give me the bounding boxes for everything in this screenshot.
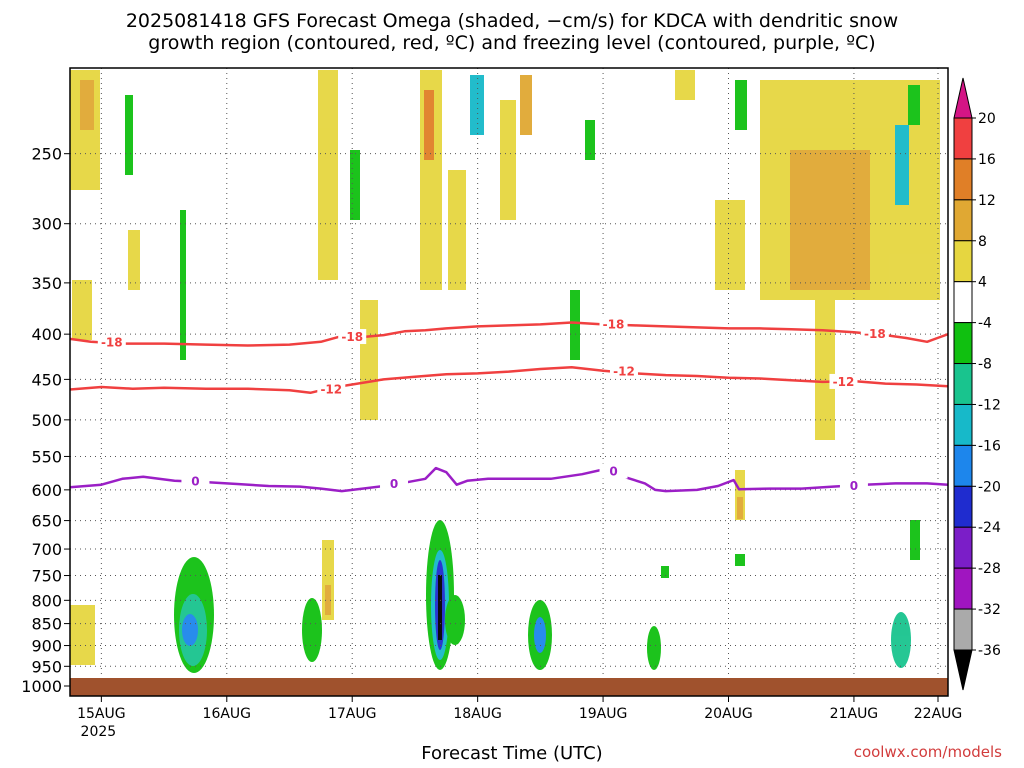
contour-label: 0 — [609, 464, 617, 478]
colorbar-bin — [953, 199, 973, 242]
y-tick-label: 300 — [31, 215, 62, 234]
y-tick-label: 450 — [31, 370, 62, 389]
colorbar-bin — [953, 444, 973, 487]
contour-label-bg — [839, 477, 868, 493]
colorbar-bin — [953, 322, 973, 365]
x-tick-label: 22AUG — [914, 706, 963, 722]
source-credit: coolwx.com/models — [853, 743, 1002, 761]
colorbar-bin — [953, 281, 973, 324]
colorbar-bin — [953, 403, 973, 446]
contour-label-bg — [317, 381, 346, 397]
contour-label: 0 — [191, 474, 199, 488]
y-axis-pressure: 250 300 350 400 450 500 550 600 650 700 750 800 850 9… — [21, 145, 70, 696]
omega-shading-layer — [70, 70, 940, 673]
y-tick-label: 250 — [31, 145, 62, 164]
x-tick-label: 15AUG — [77, 706, 126, 722]
chart-title-line-2: growth region (contoured, red, ºC) and f… — [148, 32, 876, 54]
colorbar-label: 12 — [978, 193, 996, 209]
contour-label-bg — [380, 476, 409, 492]
x-axis-time: 15AUG 2025 16AUG 17AUG 18AUG 19AUG 20AUG 21AUG 2… — [77, 696, 962, 740]
ground-surface — [70, 678, 948, 696]
contour-line — [69, 321, 949, 347]
colorbar-bin — [953, 363, 973, 405]
chart-title-line-1: 2025081418 GFS Forecast Omega (shaded, −… — [125, 10, 899, 32]
contour-label-bg — [599, 316, 628, 332]
contour-label: -18 — [101, 336, 123, 350]
y-tick-label: 700 — [31, 540, 62, 559]
contour-label: -18 — [864, 327, 886, 341]
x-tick-label: 16AUG — [203, 706, 252, 722]
x-axis-label: Forecast Time (UTC) — [421, 743, 603, 764]
contour-label: -12 — [833, 375, 855, 389]
contour-label-bg — [599, 463, 628, 479]
contour-label-bg — [829, 373, 858, 389]
contour-label: -18 — [341, 330, 363, 344]
colorbar-label: -20 — [978, 479, 1001, 495]
colorbar-label: -24 — [978, 520, 1001, 536]
contour-label-bg — [338, 329, 367, 345]
y-tick-label: 1000 — [21, 677, 62, 696]
temperature-contours: -18 -18 -18 -18 -12 -12 -12 0 0 0 0 — [69, 316, 949, 493]
contour-label: -12 — [613, 365, 635, 379]
colorbar-label: -28 — [978, 561, 1001, 577]
y-tick-label: 650 — [31, 512, 62, 531]
colorbar-label: -12 — [978, 397, 1001, 413]
y-tick-label: 600 — [31, 481, 62, 500]
contour-line — [69, 466, 949, 493]
x-tick-label: 21AUG — [830, 706, 879, 722]
x-tick-label: 19AUG — [579, 706, 628, 722]
colorbar-label: -8 — [978, 357, 992, 373]
x-tick-label: 17AUG — [328, 706, 377, 722]
contour-label: -18 — [603, 317, 625, 331]
colorbar-bin — [953, 158, 973, 201]
y-tick-label: 500 — [31, 411, 62, 430]
colorbar-bin — [953, 608, 973, 651]
x-tick-label: 20AUG — [704, 706, 753, 722]
contour-label-bg — [97, 334, 126, 350]
plot-frame — [69, 67, 949, 697]
y-tick-label: 750 — [31, 567, 62, 586]
contour-label: 0 — [390, 477, 398, 491]
colorbar-label: -16 — [978, 438, 1001, 454]
contour-label-bg — [860, 326, 889, 342]
y-tick-label: 550 — [31, 447, 62, 466]
colorbar-bottom-arrow — [953, 649, 973, 691]
contour-label-bg — [181, 473, 210, 489]
colorbar-label: 20 — [978, 111, 996, 127]
colorbar-bin — [953, 117, 973, 160]
colorbar-bin — [953, 485, 973, 528]
contour-label-bg — [609, 363, 638, 379]
colorbar-label: -36 — [978, 643, 1001, 659]
x-tick-sublabel: 2025 — [81, 724, 117, 740]
x-tick-label: 18AUG — [453, 706, 502, 722]
y-tick-label: 850 — [31, 615, 62, 634]
y-tick-label: 950 — [31, 657, 62, 676]
y-tick-label: 350 — [31, 274, 62, 293]
colorbar-label: -4 — [978, 316, 992, 332]
y-tick-label: 800 — [31, 591, 62, 610]
colorbar-label: 8 — [978, 234, 987, 250]
contour-line — [69, 365, 949, 395]
colorbar-label: -32 — [978, 602, 1001, 618]
colorbar-bin — [953, 526, 973, 569]
y-tick-label: 400 — [31, 325, 62, 344]
colorbar-bin — [953, 240, 973, 283]
colorbar-label: 16 — [978, 152, 996, 168]
y-tick-label: 900 — [31, 637, 62, 656]
contour-label: 0 — [850, 479, 858, 493]
contour-label: -12 — [320, 382, 342, 396]
colorbar-bin — [953, 567, 973, 610]
colorbar-legend: 20 16 12 8 4 -4 -8 -12 -16 -20 -24 -28 -32 -36 — [953, 77, 1001, 691]
colorbar-top-arrow — [953, 77, 973, 119]
colorbar-label: 4 — [978, 275, 987, 291]
